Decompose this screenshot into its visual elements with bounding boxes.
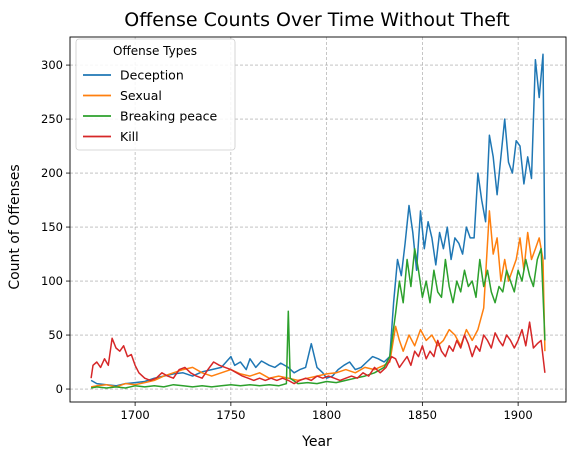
x-tick-label: 1700 bbox=[120, 408, 149, 422]
y-tick-label: 0 bbox=[56, 382, 63, 396]
ticks: 1700 1750 1800 1850 1900 0 50 100 150 200 250 300 bbox=[41, 58, 533, 422]
series-line-sexual bbox=[90, 210, 546, 388]
legend-label: Deception bbox=[120, 68, 184, 83]
legend: Offense Types Deception Sexual Breaking pe… bbox=[75, 38, 236, 151]
series-line-deception bbox=[90, 53, 546, 387]
legend-title: Offense Types bbox=[113, 44, 197, 58]
y-tick-label: 50 bbox=[48, 328, 63, 342]
y-tick-label: 250 bbox=[41, 112, 63, 126]
legend-label: Breaking peace bbox=[120, 109, 217, 124]
series-layer bbox=[90, 53, 546, 389]
x-tick-label: 1850 bbox=[408, 408, 437, 422]
plot-frame bbox=[69, 36, 567, 403]
series-line-kill bbox=[90, 321, 546, 385]
legend-label: Sexual bbox=[120, 88, 162, 103]
legend-label: Kill bbox=[120, 129, 139, 144]
x-axis-label: Year bbox=[301, 434, 332, 450]
legend-box bbox=[75, 38, 236, 151]
legend-entries: Deception Sexual Breaking peace Kill bbox=[83, 68, 217, 144]
series-line-breaking-peace bbox=[90, 247, 546, 389]
grid bbox=[70, 37, 566, 402]
x-tick-label: 1800 bbox=[312, 408, 341, 422]
y-tick-label: 100 bbox=[41, 274, 63, 288]
y-tick-label: 300 bbox=[41, 58, 63, 72]
chart-title: Offense Counts Over Time Without Theft bbox=[124, 9, 509, 31]
y-axis-label: Count of Offenses bbox=[7, 164, 23, 289]
y-tick-label: 200 bbox=[41, 166, 63, 180]
x-tick-label: 1900 bbox=[503, 408, 532, 422]
y-tick-label: 150 bbox=[41, 220, 63, 234]
x-tick-label: 1750 bbox=[216, 408, 245, 422]
